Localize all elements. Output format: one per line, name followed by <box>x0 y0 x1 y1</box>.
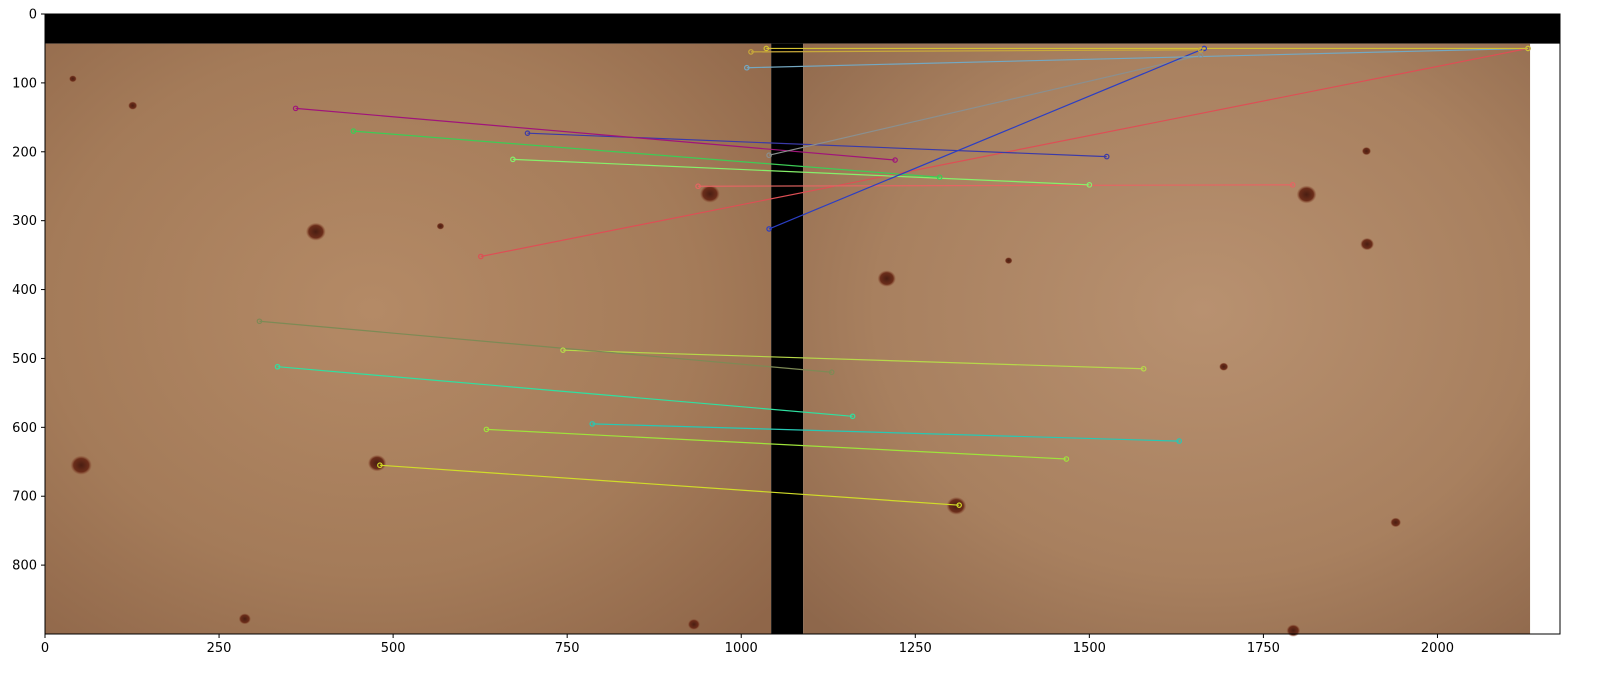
match-point <box>892 157 898 163</box>
match-point <box>377 462 383 469</box>
match-point <box>350 128 357 134</box>
match-point <box>1197 52 1204 59</box>
skin-spot <box>305 222 326 241</box>
y-tick-label: 500 <box>12 352 37 367</box>
match-point <box>956 502 962 508</box>
left-skin-image <box>45 43 772 635</box>
match-point <box>1086 182 1093 188</box>
match-point <box>510 156 516 163</box>
match-line <box>768 54 1201 156</box>
match-point <box>748 49 754 55</box>
skin-spot <box>367 454 387 472</box>
match-point <box>589 421 596 427</box>
skin-spot <box>238 613 251 625</box>
match-line <box>592 423 1180 442</box>
match-point <box>1140 365 1147 372</box>
match-point <box>274 363 281 370</box>
match-lines <box>259 47 1529 506</box>
plot-area <box>45 14 1560 637</box>
skin-spots <box>69 75 1402 637</box>
x-tick-label: 1750 <box>1247 641 1280 656</box>
x-tick-label: 1250 <box>899 641 932 656</box>
match-line <box>746 47 1528 69</box>
y-tick-label: 800 <box>12 559 37 574</box>
top-black-band <box>45 14 1560 44</box>
match-line <box>295 107 896 161</box>
match-point <box>744 64 750 71</box>
skin-spot <box>687 618 701 630</box>
match-point <box>256 318 263 325</box>
skin-spot <box>436 222 445 230</box>
skin-spot <box>1360 237 1375 251</box>
match-line <box>750 49 1201 53</box>
x-tick-label: 0 <box>41 641 49 656</box>
skin-spot <box>128 101 138 110</box>
skin-spot <box>877 270 896 287</box>
match-line <box>379 464 960 506</box>
right-skin-image <box>803 43 1531 635</box>
x-tick-label: 1000 <box>725 641 758 656</box>
y-tick-label: 200 <box>12 145 37 160</box>
match-line <box>698 184 1293 187</box>
match-line <box>353 130 940 178</box>
match-line <box>512 158 1090 186</box>
x-tick-label: 250 <box>207 641 232 656</box>
match-line <box>259 320 832 373</box>
match-point <box>828 369 835 376</box>
match-point <box>849 413 856 420</box>
match-line <box>562 349 1144 370</box>
match-point <box>695 183 701 190</box>
match-point <box>1197 47 1204 53</box>
x-tick-label: 500 <box>381 641 406 656</box>
y-tick-label: 300 <box>12 214 37 229</box>
match-point <box>766 226 772 232</box>
match-point <box>1176 438 1182 444</box>
match-points <box>256 45 1531 508</box>
match-point <box>1289 182 1296 188</box>
skin-spot <box>946 496 967 515</box>
match-line <box>768 47 1205 230</box>
skin-spot <box>699 184 720 203</box>
y-tick-label: 700 <box>12 490 37 505</box>
skin-spot <box>70 455 92 475</box>
axes-frame <box>44 13 1561 635</box>
skin-spot <box>1286 624 1301 637</box>
match-point <box>524 130 531 136</box>
match-point <box>478 253 484 260</box>
match-point <box>1525 45 1531 52</box>
match-point <box>766 152 772 159</box>
match-point <box>1063 456 1070 462</box>
match-point <box>483 426 490 433</box>
match-line <box>277 366 853 417</box>
skin-spot <box>1219 362 1229 371</box>
y-tick-label: 400 <box>12 283 37 298</box>
axes: 0 250 500 750 1000 1250 1500 1750 2000 0 100 200 300… <box>12 8 1561 656</box>
skin-spot <box>1390 517 1402 528</box>
match-point <box>560 347 566 353</box>
x-tick-label: 1500 <box>1073 641 1106 656</box>
y-tick-label: 100 <box>12 76 37 91</box>
center-black-gap <box>771 43 804 635</box>
skin-spot <box>1004 257 1013 265</box>
y-tick-label: 600 <box>12 421 37 436</box>
x-tick-label: 2000 <box>1421 641 1454 656</box>
skin-spot <box>1361 146 1372 156</box>
match-point <box>1103 153 1110 160</box>
match-line <box>486 428 1067 460</box>
skin-spot <box>1296 185 1317 204</box>
y-tick-label: 0 <box>29 8 37 23</box>
x-tick-label: 750 <box>555 641 580 656</box>
skin-spot <box>69 75 77 83</box>
match-point <box>936 174 943 181</box>
match-point <box>292 105 299 112</box>
match-point <box>763 45 770 52</box>
